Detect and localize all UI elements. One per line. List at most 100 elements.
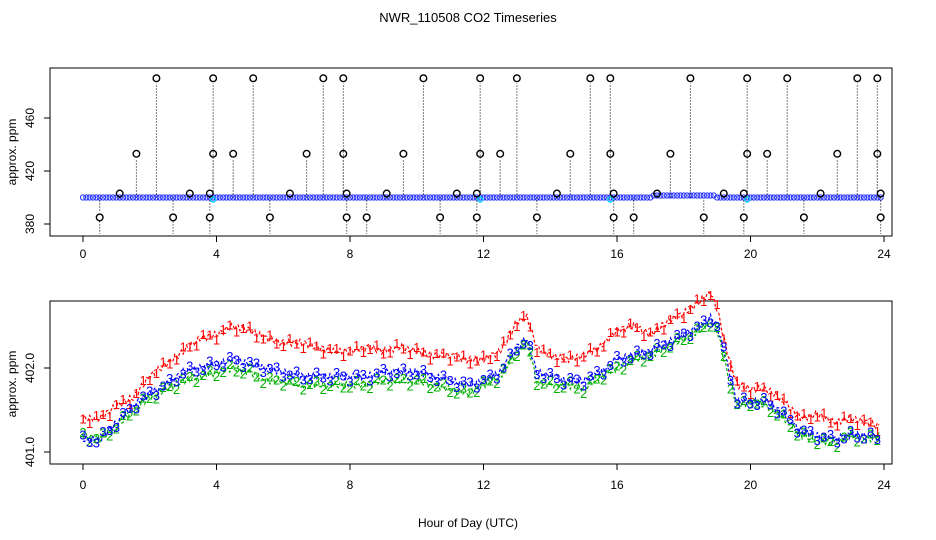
series-1-symbol: 1 [593, 345, 600, 360]
series-2-symbol: 2 [346, 381, 353, 396]
baseline-point [834, 194, 841, 201]
baseline-point [730, 194, 737, 201]
bottom-x-tick-label: 8 [347, 478, 354, 492]
series-2-symbol: 2 [413, 373, 420, 388]
series-3-symbol: 3 [780, 403, 787, 418]
series-3-symbol: 3 [747, 397, 754, 412]
baseline-point [503, 194, 510, 201]
series-3-symbol: 3 [213, 358, 220, 373]
baseline-point [673, 192, 681, 199]
series-1-symbol: 1 [447, 353, 454, 368]
series-1-symbol: 1 [467, 357, 474, 372]
series-1-symbol: 1 [587, 340, 594, 355]
series-2-symbol: 2 [553, 381, 560, 396]
series-2-symbol: 2 [406, 379, 413, 394]
series-3-symbol: 3 [293, 364, 300, 379]
baseline-point [196, 194, 203, 201]
series-1-symbol: 1 [673, 306, 680, 321]
series-1-symbol: 1 [727, 359, 734, 374]
baseline-point [220, 194, 227, 201]
series-3-symbol: 3 [406, 368, 413, 383]
baseline-point [784, 194, 791, 201]
series-2-symbol: 2 [333, 373, 340, 388]
series-3-symbol: 3 [513, 343, 520, 358]
baseline-point [810, 194, 818, 201]
series-2-symbol: 2 [593, 371, 600, 386]
series-1-symbol: 1 [300, 341, 307, 356]
series-3-symbol: 3 [807, 423, 814, 438]
series-2-symbol: 2 [126, 409, 133, 424]
series-1-symbol: 1 [360, 345, 367, 360]
series-3-symbol: 3 [647, 348, 654, 363]
series-1-symbol: 1 [700, 294, 707, 309]
flag-point [763, 149, 772, 158]
flag-point [362, 213, 371, 222]
baseline-point [694, 192, 701, 199]
baseline-point [690, 192, 697, 199]
flag-point [209, 74, 218, 83]
series-3-symbol: 3 [306, 372, 313, 387]
baseline-point [593, 194, 601, 201]
baseline-point [537, 194, 544, 201]
series-3-symbol: 3 [827, 427, 834, 442]
series-2-symbol: 2 [760, 393, 767, 408]
series-3-symbol: 3 [867, 424, 874, 439]
baseline-point [233, 194, 240, 201]
baseline-point [139, 194, 147, 201]
baseline-point [383, 194, 390, 201]
baseline-point [794, 194, 801, 201]
series-2-symbol: 2 [794, 428, 801, 443]
top-x-tick-label: 24 [877, 247, 891, 261]
top-x-tick-label: 12 [477, 247, 491, 261]
flag-point [132, 149, 141, 158]
series-2-symbol: 2 [113, 421, 120, 436]
series-2-symbol: 2 [473, 385, 480, 400]
series-1-symbol: 1 [607, 325, 614, 340]
series-1-symbol: 1 [393, 336, 400, 351]
baseline-point [497, 194, 504, 201]
series-1-symbol: 1 [493, 349, 500, 364]
baseline-point [230, 194, 237, 201]
series-1-symbol: 1 [693, 291, 700, 306]
series-2-symbol: 2 [540, 376, 547, 391]
baseline-point [106, 194, 113, 201]
series-2-symbol: 2 [106, 429, 113, 444]
series-3-symbol: 3 [547, 365, 554, 380]
baseline-point [129, 194, 137, 201]
baseline-point [216, 194, 223, 201]
series-2-symbol: 2 [233, 364, 240, 379]
series-3-symbol: 3 [587, 368, 594, 383]
x-axis-label: Hour of Day (UTC) [418, 516, 518, 530]
baseline-point [750, 194, 757, 201]
series-3-symbol: 3 [567, 370, 574, 385]
series-1-symbol: 1 [86, 416, 93, 431]
series-3-symbol: 3 [286, 368, 293, 383]
series-2-symbol: 2 [159, 380, 166, 395]
series-1-symbol: 1 [527, 319, 534, 334]
series-3-symbol: 3 [246, 354, 253, 369]
series-1-symbol: 1 [840, 409, 847, 424]
baseline-point [847, 194, 854, 201]
series-2-symbol: 2 [186, 369, 193, 384]
series-1-symbol: 1 [200, 327, 207, 342]
series-1-symbol: 1 [266, 327, 273, 342]
baseline-point [393, 194, 400, 201]
baseline-point [627, 194, 634, 201]
baseline-point [410, 194, 417, 201]
series-3-symbol: 3 [447, 373, 454, 388]
baseline-point [433, 194, 440, 201]
series-1-symbol: 1 [326, 341, 333, 356]
flag-point [185, 189, 194, 198]
baseline-point [193, 194, 200, 201]
baseline-point [270, 194, 277, 201]
series-3-symbol: 3 [266, 361, 273, 376]
series-2-symbol: 2 [727, 381, 734, 396]
series-3-symbol: 3 [660, 337, 667, 352]
series-2-symbol: 2 [153, 391, 160, 406]
series-3-symbol: 3 [787, 412, 794, 427]
baseline-point [316, 194, 324, 201]
series-2-symbol: 2 [720, 349, 727, 364]
baseline-point [790, 194, 797, 201]
series-3-symbol: 3 [440, 367, 447, 382]
baseline-point [280, 194, 287, 201]
